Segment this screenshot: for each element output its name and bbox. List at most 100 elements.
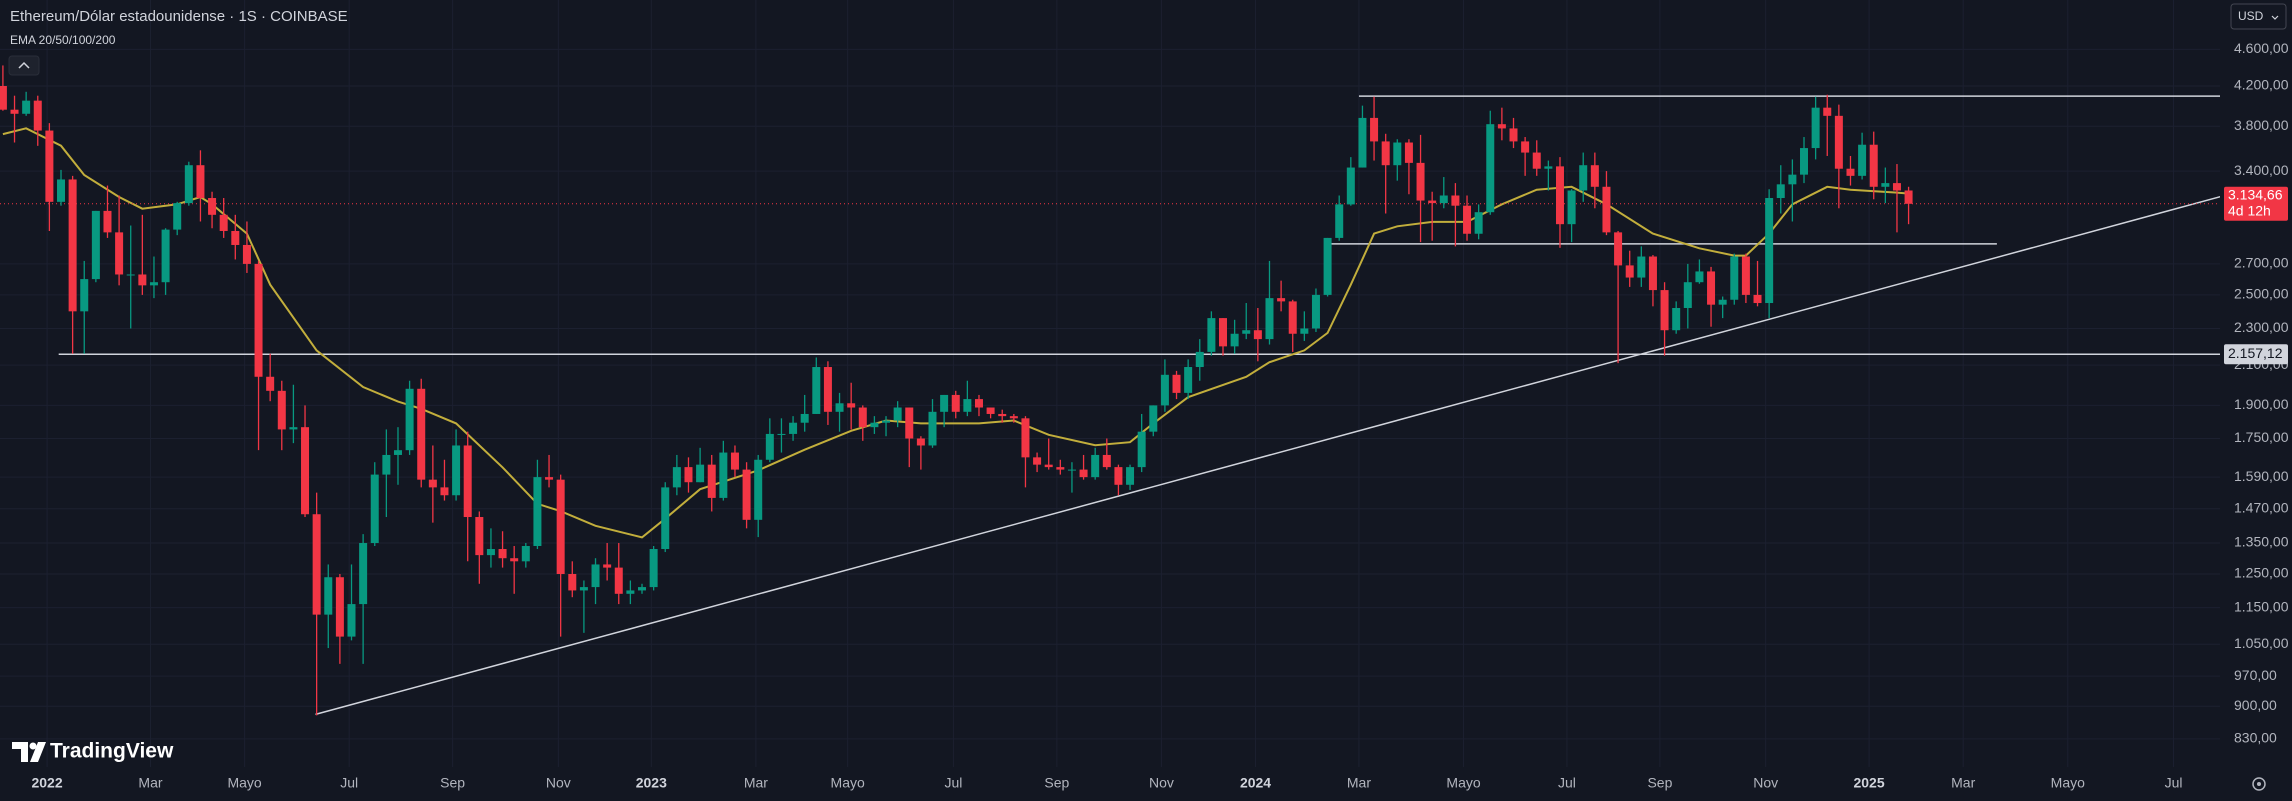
x-tick-label: 2025 [1853, 775, 1884, 791]
candle-body [1858, 144, 1867, 176]
settings-icon[interactable] [2252, 777, 2266, 791]
price-axis: 4.600,00 4.200,00 3.800,00 3.400,00 2.700,00… [2224, 40, 2289, 746]
candle-body [91, 210, 100, 280]
candle-body [521, 545, 530, 562]
candle-body [1009, 416, 1018, 419]
candle-body [858, 407, 867, 428]
candle-body [22, 100, 31, 114]
x-tick-label: Jul [1558, 775, 1576, 791]
candle-body [475, 517, 484, 556]
x-tick-label: Mar [1347, 775, 1371, 791]
candle-body [672, 467, 681, 488]
candle-body [1416, 162, 1425, 201]
candle-body [603, 564, 612, 568]
candle-body [393, 450, 402, 455]
settings-icon-center[interactable] [2257, 782, 2261, 786]
symbol-title: Ethereum/Dólar estadounidense · 1S · COI… [10, 8, 348, 25]
candle-body [1683, 282, 1692, 308]
currency-caret[interactable] [2271, 15, 2279, 20]
candle-body [149, 282, 158, 286]
candle-body [103, 210, 112, 233]
collapse-icon[interactable] [18, 61, 30, 69]
candle-body [1463, 205, 1472, 234]
candle-body [80, 279, 89, 312]
candle-body [1172, 374, 1181, 393]
settings-button[interactable] [2252, 777, 2266, 791]
candle-body [1741, 256, 1750, 295]
x-tick-label: Sep [440, 775, 465, 791]
logo-mark [12, 742, 28, 762]
candle-body [1753, 294, 1762, 304]
candle-body [1137, 431, 1146, 468]
candle-body [428, 479, 437, 488]
currency-box[interactable] [2230, 3, 2287, 30]
candle-body [45, 130, 54, 202]
candle-body [486, 549, 495, 556]
candle-body [417, 388, 426, 480]
candle-body [882, 420, 891, 423]
candle-body [463, 445, 472, 518]
candle-body [277, 390, 286, 430]
candle-body [649, 549, 658, 588]
candle-body [986, 407, 995, 414]
candle-body [231, 230, 240, 245]
candle-body [1033, 457, 1042, 465]
candle-body [1230, 333, 1239, 347]
candle-body [1765, 198, 1774, 304]
candle-body [1311, 294, 1320, 329]
candle-body [1428, 200, 1437, 204]
candle-body [1207, 318, 1216, 352]
candle-body [161, 229, 170, 283]
candle-body [347, 604, 356, 637]
candle-body [719, 452, 728, 498]
x-tick-label: Mayo [1446, 775, 1480, 791]
candle-body [115, 232, 124, 275]
candle-body [812, 367, 821, 414]
candle-body [1892, 183, 1901, 191]
candle-body [684, 467, 693, 483]
candle-body [556, 479, 565, 574]
candle-body [1253, 330, 1262, 340]
collapse-button[interactable] [8, 55, 40, 76]
currency-button[interactable]: USD [2230, 3, 2287, 30]
x-tick-label: Sep [1647, 775, 1672, 791]
candle-body [905, 407, 914, 439]
candle-body [219, 214, 228, 231]
candle-body [1579, 165, 1588, 191]
candle-body [1881, 183, 1890, 187]
candle-body [1532, 152, 1541, 169]
candle-body [730, 452, 739, 470]
y-tick-label: 970,00 [2234, 667, 2277, 683]
candle-body [1404, 142, 1413, 163]
candle-body [1776, 184, 1785, 199]
candle-body [0, 85, 7, 110]
candle-body [1288, 301, 1297, 334]
candle-body [823, 367, 832, 412]
candle-body [533, 477, 542, 546]
candle-body [1184, 367, 1193, 393]
collapse-button-box[interactable] [8, 55, 40, 76]
x-tick-label: Mayo [831, 775, 865, 791]
candle-body [707, 464, 716, 498]
y-tick-label: 830,00 [2234, 730, 2277, 746]
candle-body [1707, 271, 1716, 305]
candle-body [1451, 195, 1460, 206]
y-tick-label: 2.300,00 [2234, 319, 2289, 335]
candle-body [1904, 190, 1913, 204]
logo-dot [29, 742, 37, 750]
candle-body [10, 109, 19, 114]
candle-body [963, 399, 972, 412]
indicator-label: EMA 20/50/100/200 [10, 33, 116, 47]
y-tick-label: 1.150,00 [2234, 598, 2289, 614]
x-tick-label: 2024 [1240, 775, 1271, 791]
currency-label[interactable]: USD [2238, 9, 2264, 23]
y-tick-label: 3.800,00 [2234, 117, 2289, 133]
candle-body [696, 464, 705, 483]
candle-body [1021, 418, 1030, 458]
candle-body [196, 165, 205, 199]
candle-body [126, 274, 135, 276]
candle-body [184, 165, 193, 204]
candle-body [440, 487, 449, 496]
candle-body [68, 179, 77, 312]
